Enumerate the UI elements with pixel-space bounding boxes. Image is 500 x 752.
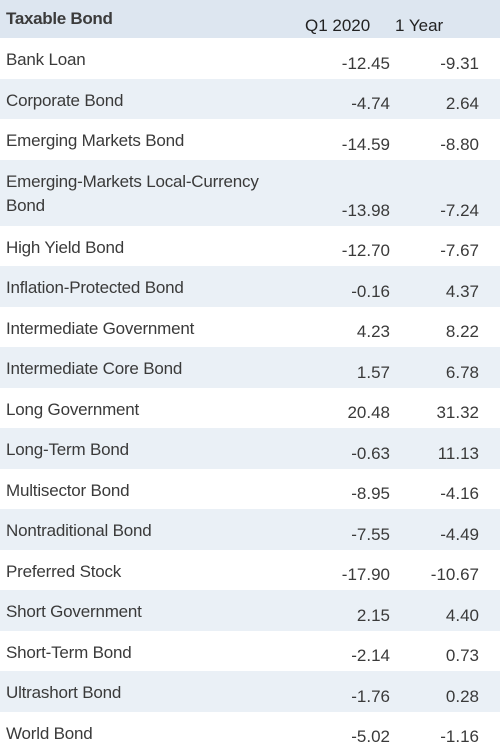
table-row: World Bond -5.02 -1.16 [0, 712, 500, 752]
table-row: Multisector Bond -8.95 -4.16 [0, 469, 500, 510]
row-category-label: Emerging Markets Bond [6, 129, 286, 153]
row-value-q1-2020: -5.02 [351, 727, 390, 747]
row-value-1-year: -7.67 [440, 241, 479, 261]
row-value-q1-2020: -8.95 [351, 484, 390, 504]
row-value-1-year: -4.16 [440, 484, 479, 504]
row-category-label: Short-Term Bond [6, 641, 286, 665]
row-category-label: Emerging-Markets Local-Currency Bond [6, 170, 286, 218]
row-value-q1-2020: -1.76 [351, 687, 390, 707]
row-value-1-year: 6.78 [446, 363, 479, 383]
table-row: Emerging-Markets Local-Currency Bond -13.… [0, 160, 500, 226]
table-row: Short-Term Bond -2.14 0.73 [0, 631, 500, 672]
row-value-q1-2020: -17.90 [342, 565, 390, 585]
table-row: High Yield Bond -12.70 -7.67 [0, 226, 500, 267]
table-body: Bank Loan -12.45 -9.31 Corporate Bond -4.74 2… [0, 38, 500, 752]
row-value-1-year: 2.64 [446, 94, 479, 114]
row-category-label: Long Government [6, 398, 286, 422]
row-value-1-year: 31.32 [436, 403, 479, 423]
row-category-label: Nontraditional Bond [6, 519, 286, 543]
row-value-1-year: 4.40 [446, 606, 479, 626]
table-row: Inflation-Protected Bond -0.16 4.37 [0, 266, 500, 307]
table-row: Corporate Bond -4.74 2.64 [0, 79, 500, 120]
row-category-label: Corporate Bond [6, 89, 286, 113]
row-value-1-year: -10.67 [431, 565, 479, 585]
row-value-q1-2020: -14.59 [342, 135, 390, 155]
row-value-1-year: 0.73 [446, 646, 479, 666]
row-value-q1-2020: -4.74 [351, 94, 390, 114]
table-row: Intermediate Government 4.23 8.22 [0, 307, 500, 348]
table-row: Emerging Markets Bond -14.59 -8.80 [0, 119, 500, 160]
row-value-1-year: 11.13 [438, 444, 479, 464]
table-row: Bank Loan -12.45 -9.31 [0, 38, 500, 79]
row-value-q1-2020: -2.14 [351, 646, 390, 666]
row-category-label: Short Government [6, 600, 286, 624]
row-category-label: Ultrashort Bond [6, 681, 286, 705]
row-value-1-year: 4.37 [446, 282, 479, 302]
row-category-label: Multisector Bond [6, 479, 286, 503]
row-category-label: Bank Loan [6, 48, 286, 72]
row-category-label: High Yield Bond [6, 236, 286, 260]
row-value-1-year: -1.16 [440, 727, 479, 747]
column-header-q1-2020: Q1 2020 [305, 16, 370, 36]
table-row: Ultrashort Bond -1.76 0.28 [0, 671, 500, 712]
table-row: Long-Term Bond -0.63 11.13 [0, 428, 500, 469]
row-category-label: Intermediate Core Bond [6, 357, 286, 381]
row-category-label: Intermediate Government [6, 317, 286, 341]
row-value-q1-2020: -0.63 [351, 444, 390, 464]
table-row: Long Government 20.48 31.32 [0, 388, 500, 429]
row-value-q1-2020: -12.70 [342, 241, 390, 261]
row-category-label: Long-Term Bond [6, 438, 286, 462]
table-title: Taxable Bond [6, 9, 113, 29]
row-value-q1-2020: 20.48 [347, 403, 390, 423]
table-row: Short Government 2.15 4.40 [0, 590, 500, 631]
row-value-1-year: 0.28 [446, 687, 479, 707]
row-value-q1-2020: 4.23 [357, 322, 390, 342]
row-value-q1-2020: -12.45 [342, 54, 390, 74]
table-row: Preferred Stock -17.90 -10.67 [0, 550, 500, 591]
row-value-q1-2020: -13.98 [342, 201, 390, 221]
row-value-q1-2020: -0.16 [351, 282, 390, 302]
row-category-label: Preferred Stock [6, 560, 286, 584]
row-value-q1-2020: -7.55 [351, 525, 390, 545]
table-row: Nontraditional Bond -7.55 -4.49 [0, 509, 500, 550]
row-value-1-year: -9.31 [440, 54, 479, 74]
row-value-1-year: -4.49 [440, 525, 479, 545]
row-category-label: World Bond [6, 722, 286, 746]
row-value-q1-2020: 1.57 [357, 363, 390, 383]
row-category-label: Inflation-Protected Bond [6, 276, 286, 300]
row-value-1-year: 8.22 [446, 322, 479, 342]
column-header-1-year: 1 Year [395, 16, 443, 36]
row-value-1-year: -7.24 [440, 201, 479, 221]
table-header: Taxable Bond Q1 2020 1 Year [0, 0, 500, 38]
row-value-1-year: -8.80 [440, 135, 479, 155]
row-value-q1-2020: 2.15 [357, 606, 390, 626]
table-row: Intermediate Core Bond 1.57 6.78 [0, 347, 500, 388]
